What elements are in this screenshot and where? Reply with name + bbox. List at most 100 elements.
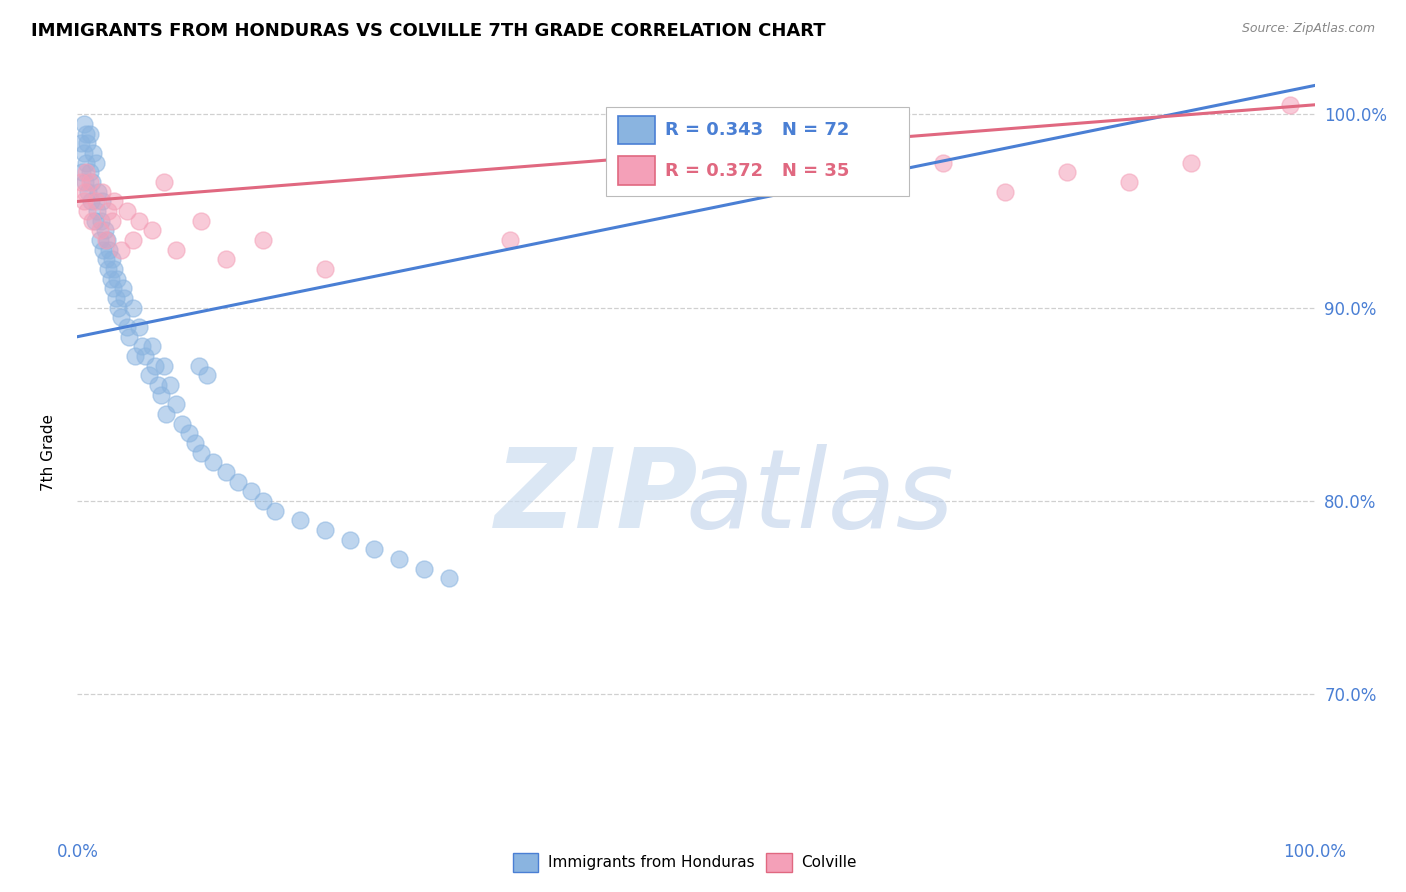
Point [1056,165,1078,179]
Point [82,175,104,189]
Point [75,155,97,169]
Point [84,194,107,209]
Point [73,175,96,189]
Point [932,155,955,169]
Point [91,185,114,199]
Text: R = 0.343   N = 72: R = 0.343 N = 72 [665,121,849,139]
Point [146,378,169,392]
Point [215,465,238,479]
Point [94,233,117,247]
Point [141,339,163,353]
Point [288,513,311,527]
Text: Colville: Colville [801,855,856,870]
Point [82,213,104,227]
Point [128,213,150,227]
Point [115,204,138,219]
Point [115,320,138,334]
Point [72,146,94,161]
Point [172,417,194,431]
Point [1180,155,1202,169]
Point [159,378,181,392]
Point [190,213,212,227]
Point [107,301,129,315]
Point [165,243,187,257]
Point [110,310,132,325]
Point [177,426,200,441]
Point [82,146,104,161]
Point [91,243,114,257]
Point [103,262,125,277]
Bar [619,116,655,145]
Point [93,223,115,237]
Point [104,291,127,305]
Point [98,243,121,257]
Point [153,359,176,373]
Point [499,233,522,247]
Point [72,117,94,131]
Point [122,301,145,315]
Point [252,233,274,247]
Point [215,252,238,267]
Text: R = 0.372   N = 35: R = 0.372 N = 35 [665,161,849,180]
Text: Immigrants from Honduras: Immigrants from Honduras [548,855,755,870]
Point [70,136,93,151]
Point [97,262,120,277]
Point [91,194,114,209]
Point [138,368,160,383]
Point [72,165,94,179]
Point [75,127,97,141]
Point [187,359,209,373]
Point [79,175,101,189]
Point [103,281,125,295]
Point [141,223,163,237]
Point [153,175,176,189]
Point [124,349,146,363]
Point [110,243,132,257]
Text: atlas: atlas [685,444,955,551]
Point [100,271,122,285]
Point [128,320,150,334]
Point [252,494,274,508]
Point [184,436,207,450]
Point [101,252,124,267]
Point [131,339,153,353]
Point [101,213,124,227]
Point [84,155,107,169]
Point [105,271,128,285]
Y-axis label: 7th Grade: 7th Grade [42,414,56,491]
Point [77,185,100,199]
Point [437,571,460,585]
Point [226,475,249,489]
Point [86,204,108,219]
Bar [619,156,655,186]
Point [90,213,112,227]
Point [870,175,893,189]
Point [314,523,336,537]
Point [264,503,287,517]
Point [155,407,177,421]
Point [808,175,831,189]
Text: Source: ZipAtlas.com: Source: ZipAtlas.com [1241,22,1375,36]
Point [143,359,166,373]
Point [97,204,120,219]
Point [118,329,141,343]
Point [685,165,707,179]
Point [134,349,156,363]
Point [112,291,135,305]
Point [80,194,103,209]
Point [363,542,385,557]
Point [150,387,173,401]
Point [412,561,434,575]
Point [994,185,1017,199]
Point [1278,97,1301,112]
Point [96,233,118,247]
Point [72,194,94,209]
Point [239,484,262,499]
FancyBboxPatch shape [606,107,908,196]
Point [112,281,135,295]
Point [76,136,98,151]
Point [165,397,187,411]
Point [83,213,105,227]
Point [73,185,96,199]
Point [195,368,218,383]
